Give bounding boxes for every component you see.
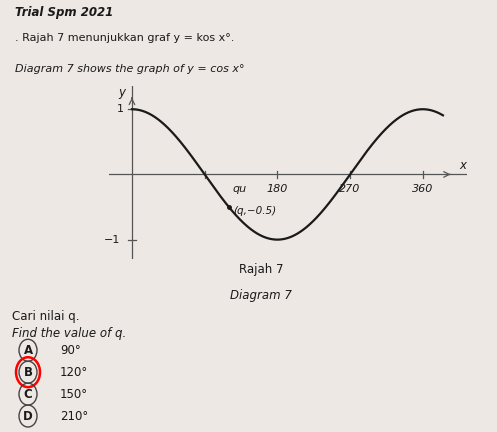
Text: 1: 1: [117, 104, 124, 114]
Text: (q,−0.5): (q,−0.5): [233, 206, 276, 216]
Text: 90°: 90°: [60, 344, 81, 357]
Text: D: D: [23, 410, 33, 422]
Text: x: x: [459, 159, 466, 172]
Text: B: B: [23, 365, 32, 379]
Text: Find the value of q.: Find the value of q.: [12, 327, 126, 340]
Text: Diagram 7 shows the graph of y = cos x°: Diagram 7 shows the graph of y = cos x°: [15, 64, 245, 74]
Text: 360: 360: [412, 184, 433, 194]
Text: qu: qu: [233, 184, 247, 194]
Text: A: A: [23, 344, 33, 357]
Text: −1: −1: [104, 235, 121, 245]
Text: Rajah 7: Rajah 7: [239, 264, 283, 276]
Text: . Rajah 7 menunjukkan graf y = kos x°.: . Rajah 7 menunjukkan graf y = kos x°.: [15, 33, 234, 43]
Text: Trial Spm 2021: Trial Spm 2021: [15, 6, 113, 19]
Text: Cari nilai q.: Cari nilai q.: [12, 310, 80, 324]
Text: C: C: [24, 388, 32, 400]
Text: y: y: [118, 86, 126, 99]
Text: 270: 270: [339, 184, 361, 194]
Text: Diagram 7: Diagram 7: [230, 289, 292, 302]
Text: 210°: 210°: [60, 410, 88, 422]
Text: 120°: 120°: [60, 365, 88, 379]
Text: 180: 180: [267, 184, 288, 194]
Text: 150°: 150°: [60, 388, 88, 400]
